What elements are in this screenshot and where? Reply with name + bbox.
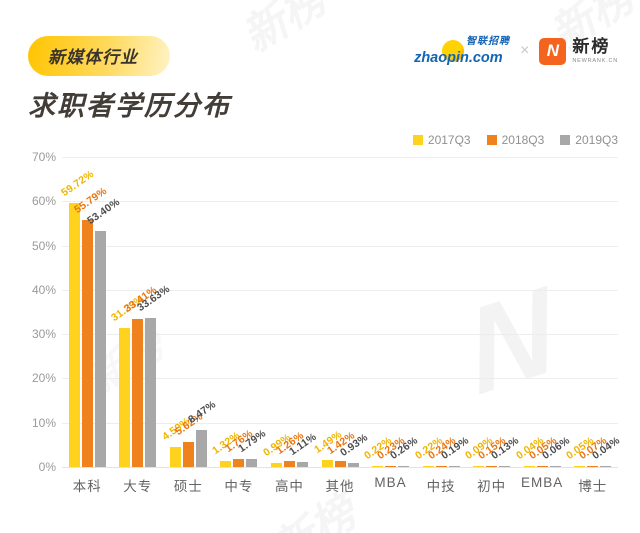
watermark: 新榜 xyxy=(234,0,335,62)
legend-item-2018Q3: 2018Q3 xyxy=(486,133,545,147)
x-axis-category-label: 大专 xyxy=(123,479,153,494)
bar-2018Q3-中技 xyxy=(435,465,447,467)
y-axis-tick-label: 50% xyxy=(31,238,56,253)
gridline xyxy=(62,157,618,158)
bar-2017Q3-本科 xyxy=(68,202,80,467)
bar-2018Q3-本科 xyxy=(81,219,93,467)
bar-2017Q3-高中 xyxy=(270,462,282,467)
zhaopin-en-label: zhaopin.com xyxy=(414,50,503,66)
bar-2018Q3-MBA xyxy=(385,465,397,467)
bar-2017Q3-中专 xyxy=(220,461,232,467)
legend-swatch-icon xyxy=(412,135,423,145)
chart-legend: 2017Q3 2018Q3 2019Q3 xyxy=(412,133,618,147)
x-axis-category-label: 中专 xyxy=(224,479,254,494)
gridline xyxy=(62,334,618,336)
bar-2017Q3-其他 xyxy=(321,460,333,467)
bar-2017Q3-初中 xyxy=(473,465,485,467)
y-axis-tick-label: 20% xyxy=(31,371,56,386)
legend-swatch-icon xyxy=(560,135,571,145)
gridline xyxy=(62,467,618,468)
bar-2019Q3-本科 xyxy=(94,230,106,467)
y-axis-tick-label: 60% xyxy=(31,194,56,209)
y-axis-tick-label: 70% xyxy=(31,150,56,164)
bar-chart: 59.72% 55.79% 53.40% 本科 31.29% 33.41% 33.63% 大专… xyxy=(0,150,640,507)
bar-2019Q3-大专 xyxy=(145,318,157,467)
bar-2019Q3-中技 xyxy=(448,465,460,467)
zhaopin-cn-label: 智联招聘 xyxy=(466,36,511,47)
bar-2017Q3-EMBA xyxy=(523,465,535,467)
bar-2019Q3-硕士 xyxy=(195,429,207,467)
y-axis-tick-label: 30% xyxy=(31,327,56,342)
plot-area: 59.72% 55.79% 53.40% 本科 31.29% 33.41% 33.63% 大专… xyxy=(59,157,622,494)
x-axis-category-label: 中技 xyxy=(426,479,456,494)
x-axis-category-label: 本科 xyxy=(72,479,102,494)
bar-2018Q3-EMBA xyxy=(536,465,548,467)
legend-label: 2017Q3 xyxy=(427,133,471,147)
x-axis-category-label: 高中 xyxy=(274,479,304,494)
cross-separator: × xyxy=(520,42,530,59)
y-axis-tick-label: 0% xyxy=(38,460,56,474)
legend-item-2019Q3: 2019Q3 xyxy=(560,133,618,147)
x-axis-category-label: 初中 xyxy=(477,479,507,494)
bar-2019Q3-博士 xyxy=(600,465,612,467)
bar-2017Q3-博士 xyxy=(574,465,586,467)
bar-2019Q3-中专 xyxy=(246,459,258,467)
bar-2018Q3-初中 xyxy=(486,465,498,467)
newrank-en-label: NEWRANK.CN xyxy=(572,58,618,64)
newrank-cn-label: 新榜 xyxy=(572,37,611,56)
x-axis-category-label: 其他 xyxy=(325,479,355,494)
newrank-logo: N 新榜 NEWRANK.CN xyxy=(539,37,618,65)
page-title: 求职者学历分布 xyxy=(28,91,231,121)
newrank-n-icon: N xyxy=(539,37,567,65)
gridline xyxy=(62,289,618,291)
bar-2019Q3-MBA xyxy=(398,465,410,467)
legend-item-2017Q3: 2017Q3 xyxy=(412,133,471,147)
bar-2019Q3-初中 xyxy=(499,465,511,467)
legend-swatch-icon xyxy=(486,135,497,145)
bar-2017Q3-中技 xyxy=(422,465,434,467)
zhaopin-circle-icon xyxy=(442,40,465,62)
gridline xyxy=(62,378,618,380)
x-axis-category-label: 硕士 xyxy=(173,479,203,494)
bar-2017Q3-大专 xyxy=(119,328,131,467)
bar-2017Q3-硕士 xyxy=(169,446,181,467)
legend-label: 2018Q3 xyxy=(501,133,545,147)
bar-2018Q3-硕士 xyxy=(182,442,194,467)
bar-2018Q3-大专 xyxy=(132,319,144,467)
bar-2019Q3-其他 xyxy=(347,462,359,467)
y-axis-tick-label: 10% xyxy=(31,415,56,430)
header-badge: 新媒体行业 xyxy=(28,36,170,76)
bar-2019Q3-高中 xyxy=(296,462,308,467)
legend-label: 2019Q3 xyxy=(575,133,618,147)
bar-2019Q3-EMBA xyxy=(549,465,561,467)
x-axis-category-label: 博士 xyxy=(578,479,608,494)
gridline xyxy=(62,201,618,203)
bar-2018Q3-高中 xyxy=(283,461,295,467)
bar-2017Q3-MBA xyxy=(372,465,384,467)
zhaopin-logo: 智联招聘 zhaopin.com xyxy=(414,34,510,68)
y-axis-tick-label: 40% xyxy=(31,282,56,297)
bar-2018Q3-博士 xyxy=(587,465,599,467)
x-axis-category-label: EMBA xyxy=(521,475,564,490)
gridline xyxy=(62,245,618,247)
bar-2018Q3-其他 xyxy=(334,460,346,467)
x-axis-category-label: MBA xyxy=(374,475,407,490)
brand-logos: 智联招聘 zhaopin.com × N 新榜 NEWRANK.CN xyxy=(414,34,618,68)
newrank-text: 新榜 NEWRANK.CN xyxy=(572,38,618,64)
gridline xyxy=(62,422,618,424)
bar-2018Q3-中专 xyxy=(233,459,245,467)
